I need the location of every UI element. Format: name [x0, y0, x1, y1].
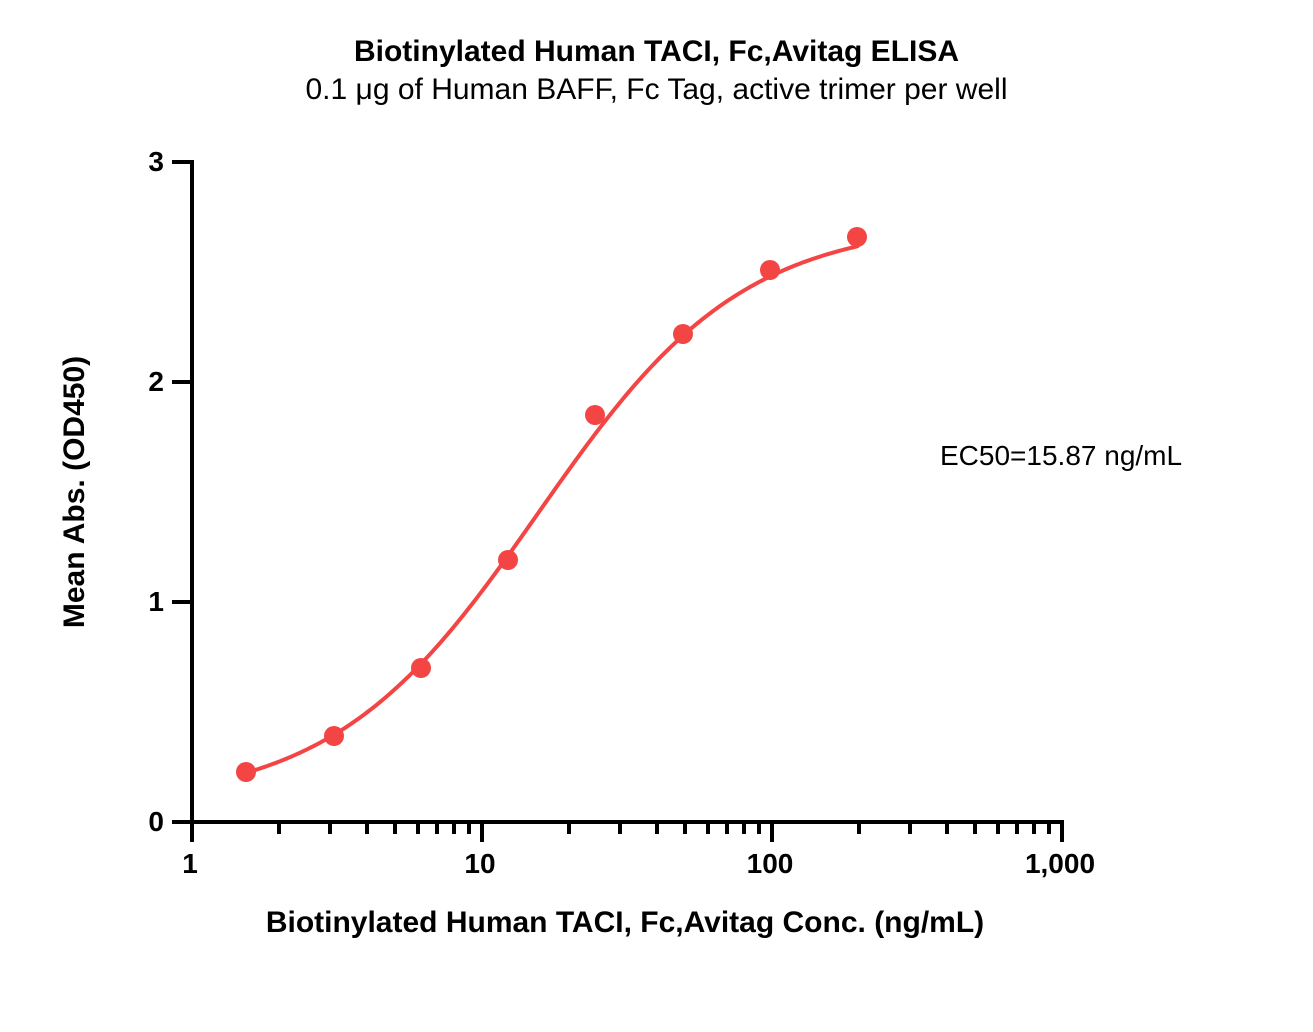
- data-point: [760, 260, 780, 280]
- x-major-tick: [190, 824, 194, 842]
- y-tick: [172, 380, 190, 384]
- x-minor-tick: [683, 824, 687, 834]
- x-tick-label: 1,000: [1000, 848, 1120, 880]
- data-point: [236, 762, 256, 782]
- x-minor-tick: [1015, 824, 1019, 834]
- data-point: [498, 550, 518, 570]
- data-point: [673, 324, 693, 344]
- fit-curve: [190, 160, 1060, 820]
- x-minor-tick: [725, 824, 729, 834]
- y-axis-title: Mean Abs. (OD450): [58, 162, 92, 822]
- y-tick: [172, 160, 190, 164]
- y-tick-label: 1: [104, 586, 164, 618]
- x-minor-tick: [655, 824, 659, 834]
- y-tick-label: 3: [104, 146, 164, 178]
- data-point: [411, 658, 431, 678]
- x-major-tick: [1060, 824, 1064, 842]
- x-minor-tick: [973, 824, 977, 834]
- x-major-tick: [770, 824, 774, 842]
- x-axis-title: Biotinylated Human TACI, Fc,Avitag Conc.…: [190, 906, 1060, 940]
- y-tick-label: 2: [104, 366, 164, 398]
- chart-title: Biotinylated Human TACI, Fc,Avitag ELISA: [0, 35, 1313, 69]
- x-tick-label: 100: [710, 848, 830, 880]
- chart-subtitle: 0.1 μg of Human BAFF, Fc Tag, active tri…: [0, 73, 1313, 107]
- x-minor-tick: [706, 824, 710, 834]
- title-block: Biotinylated Human TACI, Fc,Avitag ELISA…: [0, 35, 1313, 107]
- x-minor-tick: [328, 824, 332, 834]
- x-major-tick: [480, 824, 484, 842]
- x-tick-label: 10: [420, 848, 540, 880]
- x-axis-line: [190, 820, 1064, 824]
- x-minor-tick: [393, 824, 397, 834]
- x-minor-tick: [742, 824, 746, 834]
- plot-area: 0123 1101001,000: [190, 160, 1060, 820]
- data-point: [585, 405, 605, 425]
- fit-curve-path: [246, 246, 857, 772]
- x-minor-tick: [945, 824, 949, 834]
- x-minor-tick: [757, 824, 761, 834]
- x-minor-tick: [1032, 824, 1036, 834]
- y-tick: [172, 600, 190, 604]
- chart-container: Biotinylated Human TACI, Fc,Avitag ELISA…: [0, 0, 1313, 1032]
- data-point: [324, 726, 344, 746]
- x-minor-tick: [452, 824, 456, 834]
- x-minor-tick: [435, 824, 439, 834]
- x-minor-tick: [365, 824, 369, 834]
- x-minor-tick: [567, 824, 571, 834]
- y-tick-label: 0: [104, 806, 164, 838]
- x-minor-tick: [996, 824, 1000, 834]
- x-tick-label: 1: [130, 848, 250, 880]
- data-point: [847, 227, 867, 247]
- x-minor-tick: [467, 824, 471, 834]
- x-minor-tick: [857, 824, 861, 834]
- x-minor-tick: [277, 824, 281, 834]
- ec50-annotation: EC50=15.87 ng/mL: [940, 440, 1182, 472]
- x-minor-tick: [908, 824, 912, 834]
- x-minor-tick: [416, 824, 420, 834]
- x-minor-tick: [618, 824, 622, 834]
- y-tick: [172, 820, 190, 824]
- x-minor-tick: [1047, 824, 1051, 834]
